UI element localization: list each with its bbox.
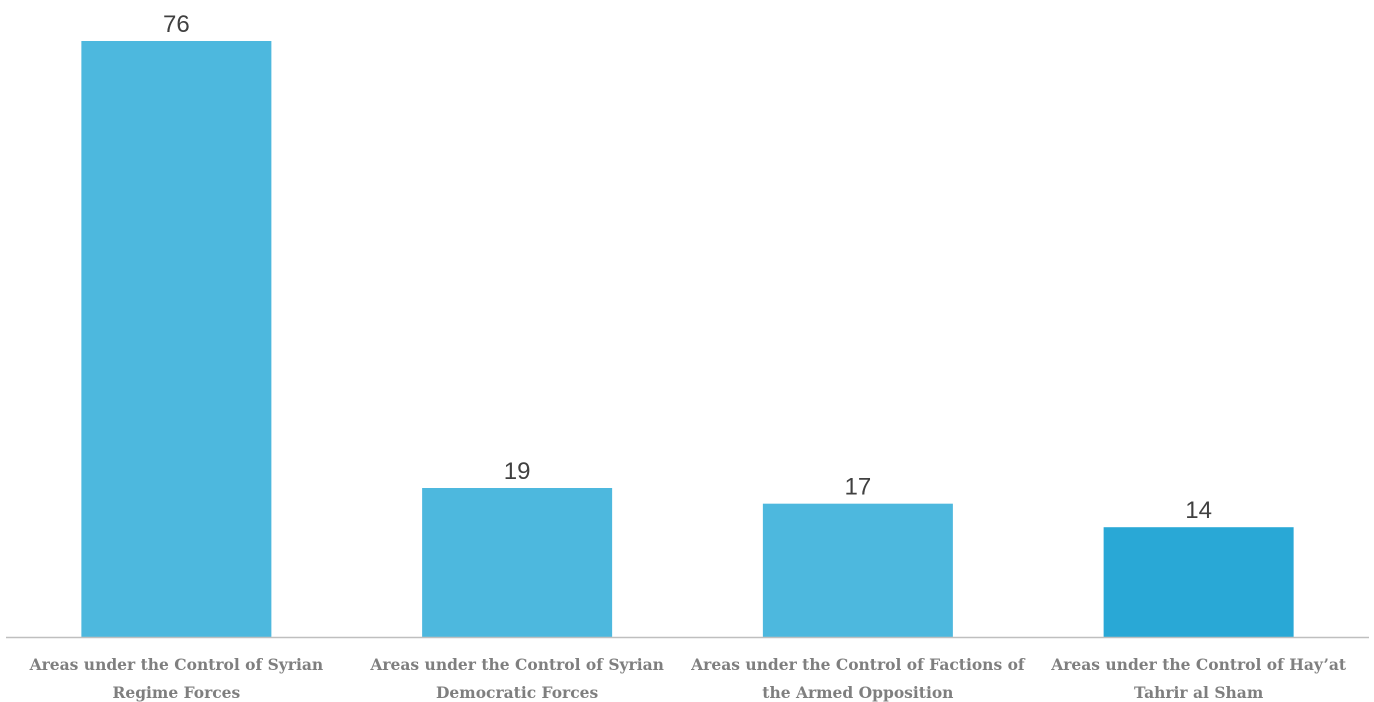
bar-2 xyxy=(422,488,613,637)
category-label-4-line-1: Areas under the Control of Hay’at xyxy=(1050,655,1347,674)
category-label-2-line-1: Areas under the Control of Syrian xyxy=(369,655,664,674)
bars-group xyxy=(81,41,1294,637)
value-label-2: 19 xyxy=(504,458,531,485)
category-label-3-line-2: the Armed Opposition xyxy=(762,683,953,702)
category-label-1-line-2: Regime Forces xyxy=(112,683,240,702)
value-label-3: 17 xyxy=(845,474,872,501)
value-labels-group: 76 19 17 14 xyxy=(163,11,1212,524)
bar-4 xyxy=(1103,527,1294,637)
category-label-4-line-2: Tahrir al Sham xyxy=(1134,683,1264,702)
category-labels-group: Areas under the Control of Syrian Regime … xyxy=(29,655,1347,702)
value-label-4: 14 xyxy=(1185,497,1212,524)
category-label-1-line-1: Areas under the Control of Syrian xyxy=(29,655,324,674)
bar-3 xyxy=(762,503,953,637)
value-label-1: 76 xyxy=(163,11,190,38)
category-label-3-line-1: Areas under the Control of Factions of xyxy=(690,655,1026,674)
bar-1 xyxy=(81,41,272,637)
category-label-2-line-2: Democratic Forces xyxy=(436,683,599,702)
